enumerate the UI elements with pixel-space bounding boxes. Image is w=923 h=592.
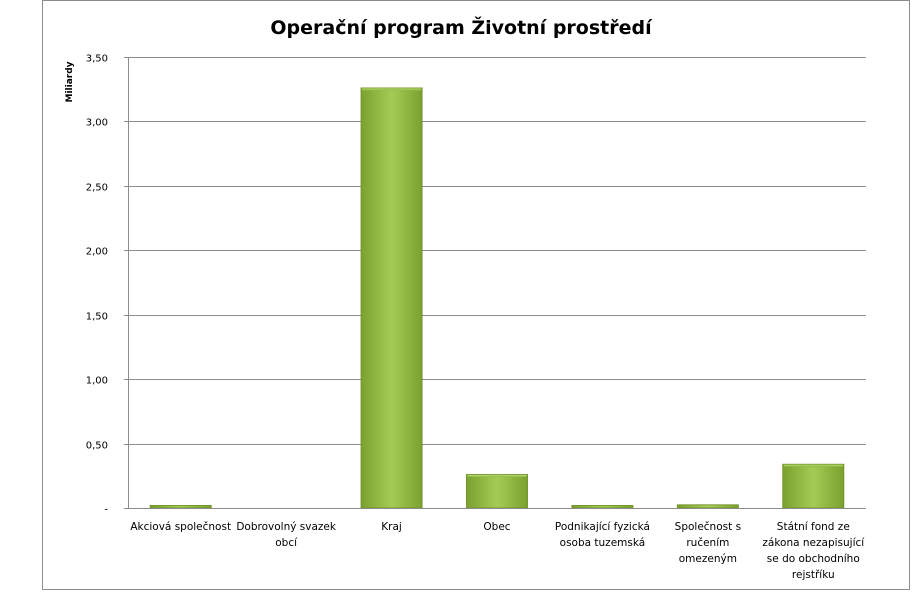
category-label: Kraj [381,521,402,533]
bar-body [782,463,845,509]
bar [676,504,739,509]
bar [466,474,528,509]
y-tick-label: 3,00 [86,118,108,129]
category-label: Akciová společnost [130,521,231,533]
bar-highlight [361,88,422,91]
y-tick-label: - [104,505,108,516]
gridlines [128,57,866,445]
y-tick-label: 2,00 [86,247,108,258]
category-label: Podnikající fyzická osoba tuzemská [555,521,650,549]
bar [571,505,634,509]
category-label: Společnost s ručením omezeným [675,521,741,565]
bar [360,87,423,509]
bar-body [571,505,634,509]
bar [782,463,845,509]
category-label: Státní fond ze zákona nezapisující se do o… [762,521,865,581]
y-tick-labels: - 0,50 1,00 1,50 2,00 2,50 3,00 3,50 [86,54,128,516]
y-tick-label: 2,50 [86,183,108,194]
bar [149,505,212,509]
bar-body [466,474,528,509]
y-tick-label: 1,00 [86,376,108,387]
chart-title: Operační program Životní prostředí [270,16,653,39]
y-tick-label: 3,50 [86,54,108,65]
bar-body [149,505,212,509]
bar-highlight [783,464,843,467]
category-label: Dobrovolný svazek obcí [236,521,337,549]
y-tick-label: 0,50 [86,441,108,452]
bar-body [360,87,423,509]
y-tick-label: 1,50 [86,312,108,323]
category-labels: Akciová společnost Dobrovolný svazek obcí K… [130,521,865,581]
y-axis-label: Miliardy [65,61,75,102]
bars [149,87,845,509]
bar-body [676,504,739,509]
category-label: Obec [483,521,510,533]
bar-highlight [467,474,527,477]
